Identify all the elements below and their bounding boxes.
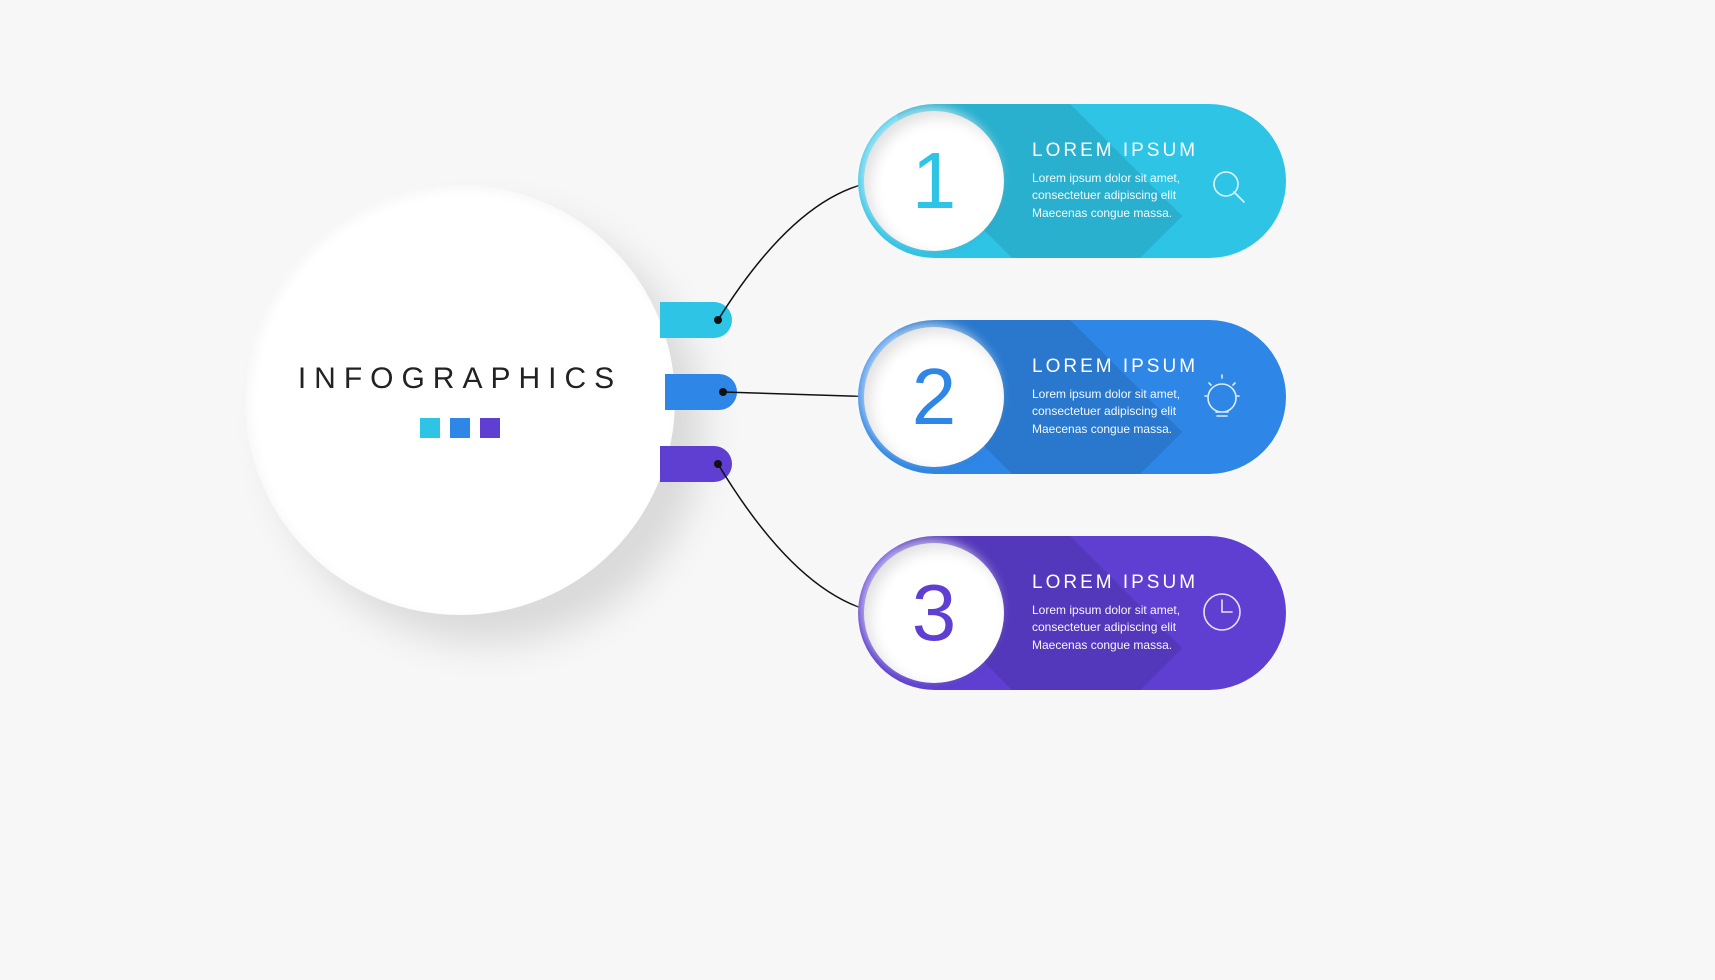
swatch-3 [480,418,500,438]
pill-2-text: LOREM IPSUM Lorem ipsum dolor sit amet, … [1032,356,1200,438]
pill-3-title: LOREM IPSUM [1032,572,1200,594]
infographic-canvas: INFOGRAPHICS 1 LOREM IPSUM Lorem ipsum d… [0,0,1715,980]
swatch-2 [450,418,470,438]
pill-2-title: LOREM IPSUM [1032,356,1200,378]
pill-3-number-circle: 3 [864,543,1004,683]
tab-2 [665,374,737,410]
bulb-icon [1200,374,1246,420]
pill-2-number-circle: 2 [864,327,1004,467]
clock-icon [1200,590,1246,636]
magnifier-icon [1200,158,1246,204]
pill-3-number: 3 [912,567,957,659]
pill-1-number-circle: 1 [864,111,1004,251]
pill-1-number: 1 [912,135,957,227]
swatch-1 [420,418,440,438]
tab-1 [660,302,732,338]
pill-1-text: LOREM IPSUM Lorem ipsum dolor sit amet, … [1032,140,1200,222]
pill-3-body: Lorem ipsum dolor sit amet, consectetuer… [1032,602,1200,654]
pill-1-body: Lorem ipsum dolor sit amet, consectetuer… [1032,170,1200,222]
pill-3: 3 LOREM IPSUM Lorem ipsum dolor sit amet… [858,536,1286,690]
pill-2-number: 2 [912,351,957,443]
main-title: INFOGRAPHICS [298,362,622,396]
tab-3 [660,446,732,482]
swatch-row [420,418,500,438]
pill-1: 1 LOREM IPSUM Lorem ipsum dolor sit amet… [858,104,1286,258]
pill-3-text: LOREM IPSUM Lorem ipsum dolor sit amet, … [1032,572,1200,654]
main-circle: INFOGRAPHICS [245,185,675,615]
pill-2-body: Lorem ipsum dolor sit amet, consectetuer… [1032,386,1200,438]
pill-2: 2 LOREM IPSUM Lorem ipsum dolor sit amet… [858,320,1286,474]
connectors [0,0,1715,980]
pill-1-title: LOREM IPSUM [1032,140,1200,162]
